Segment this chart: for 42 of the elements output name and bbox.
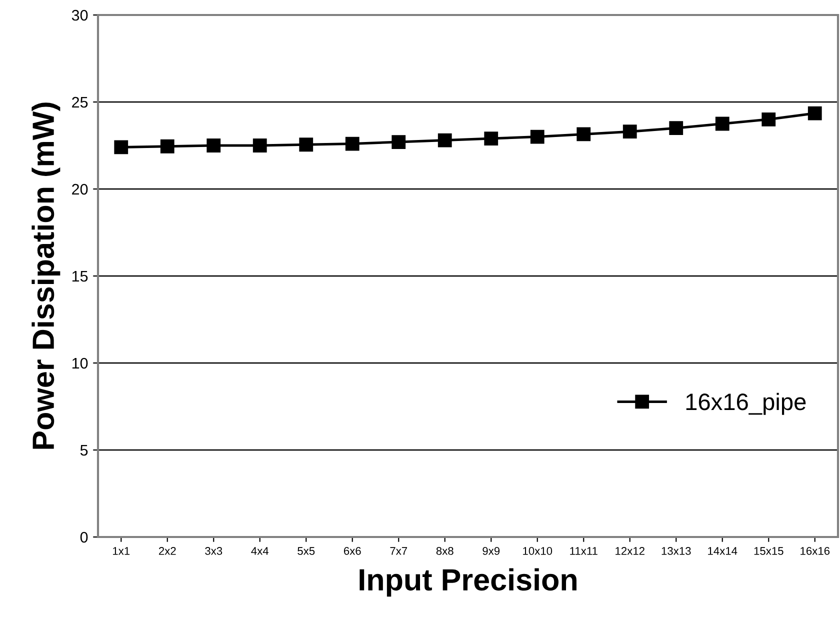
x-tick-label: 15x15 [754, 547, 784, 555]
point [669, 121, 684, 136]
y-tick-label: 20 [72, 184, 88, 195]
point [484, 132, 498, 146]
point [715, 116, 730, 131]
x-tick-label: 4x4 [251, 547, 269, 555]
point [808, 106, 822, 120]
y-axis-title: Power Dissipation (mW) [32, 102, 60, 449]
x-tick-label: 7x7 [390, 547, 408, 555]
point [622, 124, 637, 139]
x-axis-title: Input Precision [360, 568, 576, 597]
x-tick-label: 3x3 [205, 547, 222, 555]
point [438, 133, 452, 148]
x-tick-label: 10x10 [523, 547, 552, 555]
x-tick-label: 9x9 [482, 547, 500, 555]
x-tick-label: 13x13 [662, 547, 691, 555]
x-tick-label: 1x1 [113, 547, 130, 555]
point [206, 138, 221, 152]
point [530, 130, 544, 144]
x-tick-label: 5x5 [298, 547, 315, 555]
point [114, 140, 128, 154]
y-tick-label: 5 [80, 445, 88, 456]
point [762, 112, 776, 126]
x-tick-label: 11x11 [570, 547, 598, 555]
point [299, 138, 314, 152]
point [392, 135, 406, 149]
x-tick-label: 12x12 [616, 547, 644, 555]
y-tick-label: 15 [72, 271, 88, 282]
point [252, 138, 267, 152]
x-tick-label: 8x8 [436, 547, 454, 555]
x-tick-label: 2x2 [158, 547, 176, 555]
y-tick-label: 0 [80, 532, 88, 543]
legend-label: 16x16_pipe [686, 392, 806, 415]
point [345, 136, 360, 151]
point [576, 127, 591, 142]
y-tick-label: 30 [72, 10, 88, 21]
y-tick-label: 25 [72, 96, 88, 108]
x-tick-label: 16x16 [800, 547, 830, 555]
point [160, 139, 174, 154]
y-tick-label: 10 [72, 358, 88, 369]
x-tick-label: 6x6 [344, 547, 361, 555]
x-tick-label: 14x14 [708, 547, 738, 555]
